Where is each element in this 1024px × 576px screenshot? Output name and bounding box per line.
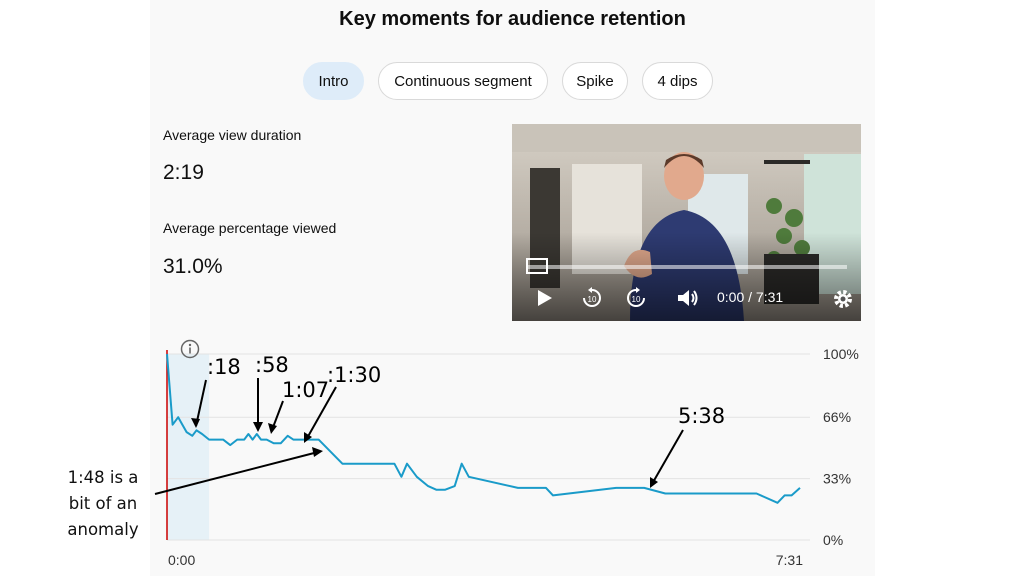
chip-intro[interactable]: Intro	[303, 62, 364, 100]
skip-back-button[interactable]: 10	[580, 286, 604, 315]
chip-continuous-segment[interactable]: Continuous segment	[378, 62, 548, 100]
video-frame	[512, 124, 861, 321]
gear-icon	[834, 290, 852, 308]
chip-continuous-segment-label: Continuous segment	[394, 72, 532, 90]
settings-button[interactable]	[832, 288, 854, 315]
anomaly-note-line-2: bit of an	[68, 494, 138, 513]
retention-line	[166, 353, 801, 504]
volume-button[interactable]	[676, 287, 700, 314]
avg-percentage-value: 31.0%	[163, 255, 223, 278]
avg-view-duration-value: 2:19	[163, 161, 204, 184]
rewind-icon: 10	[583, 287, 601, 307]
y-tick-label: 66%	[823, 409, 851, 425]
y-tick-label: 33%	[823, 471, 851, 487]
left-margin	[0, 0, 150, 576]
annotation-538: 5:38	[678, 404, 725, 428]
chip-intro-label: Intro	[318, 72, 349, 90]
x-start-tick: 0:00	[168, 552, 195, 568]
chip-dips-label: 4 dips	[657, 72, 698, 90]
y-tick-label: 0%	[823, 532, 843, 548]
intro-highlight	[167, 354, 210, 540]
play-button[interactable]	[538, 290, 552, 306]
annotation-107: 1:07	[282, 378, 329, 402]
avg-view-duration-label: Average view duration	[163, 127, 302, 143]
annotation-58: :58	[255, 353, 289, 377]
fast-forward-icon: 10	[627, 287, 645, 307]
anomaly-note-line-1: 1:48 is a	[67, 468, 139, 487]
skip-forward-label: 10	[632, 295, 641, 304]
info-button[interactable]	[180, 339, 200, 359]
annotation-18: :18	[207, 355, 241, 379]
y-tick-label: 100%	[823, 346, 859, 362]
skip-forward-button[interactable]: 10	[624, 286, 648, 315]
annotation-130: :1:30	[327, 363, 381, 387]
progress-bar[interactable]	[527, 265, 847, 269]
anomaly-note: 1:48 is a bit of an anomaly	[56, 465, 150, 543]
chip-spike[interactable]: Spike	[562, 62, 628, 100]
anomaly-arrow	[154, 451, 319, 495]
volume-icon	[678, 290, 698, 306]
panel-title: Key moments for audience retention	[339, 8, 686, 30]
video-time-display: 0:00 / 7:31	[717, 289, 784, 305]
video-player[interactable]: 10 10 0:00 / 7:31	[512, 124, 861, 321]
right-margin	[875, 0, 1024, 576]
anomaly-note-line-3: anomaly	[67, 520, 139, 539]
annotations: :18 :58 1:07 :1:30 5:38	[154, 353, 725, 495]
chip-spike-label: Spike	[576, 72, 614, 90]
skip-back-label: 10	[588, 295, 597, 304]
progress-thumb[interactable]	[526, 258, 548, 274]
x-end-tick: 7:31	[776, 552, 803, 568]
info-icon	[180, 339, 200, 359]
avg-percentage-label: Average percentage viewed	[163, 220, 337, 236]
chip-dips[interactable]: 4 dips	[642, 62, 713, 100]
